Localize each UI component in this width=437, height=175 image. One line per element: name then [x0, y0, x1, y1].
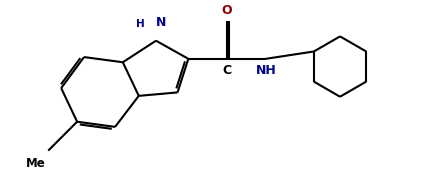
Text: N: N — [156, 16, 166, 29]
Text: C: C — [222, 64, 232, 77]
Text: O: O — [222, 4, 232, 17]
Text: NH: NH — [256, 64, 276, 77]
Text: Me: Me — [25, 157, 45, 170]
Text: H: H — [136, 19, 145, 29]
